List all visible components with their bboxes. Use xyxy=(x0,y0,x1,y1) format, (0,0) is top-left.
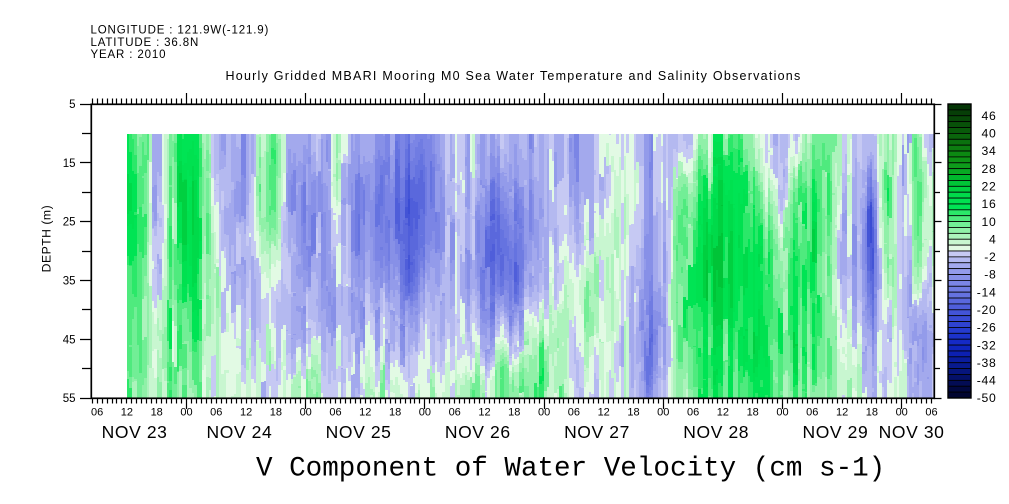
svg-text:18: 18 xyxy=(270,407,282,419)
svg-text:-8: -8 xyxy=(984,268,996,282)
svg-text:15: 15 xyxy=(63,158,76,170)
svg-text:22: 22 xyxy=(982,180,997,194)
svg-text:DEPTH (m): DEPTH (m) xyxy=(40,205,54,272)
svg-text:25: 25 xyxy=(63,217,76,229)
svg-text:12: 12 xyxy=(478,407,490,419)
svg-text:LATITUDE : 36.8N: LATITUDE : 36.8N xyxy=(91,37,200,49)
svg-text:NOV 28: NOV 28 xyxy=(683,422,749,442)
svg-text:28: 28 xyxy=(982,162,997,176)
svg-text:18: 18 xyxy=(747,407,759,419)
svg-text:18: 18 xyxy=(151,407,163,419)
svg-text:NOV 25: NOV 25 xyxy=(326,422,392,442)
svg-text:V Component of Water Velocity: V Component of Water Velocity (cm s-1) xyxy=(256,453,885,484)
svg-text:-44: -44 xyxy=(977,374,997,388)
svg-text:55: 55 xyxy=(63,393,76,405)
svg-text:-20: -20 xyxy=(977,303,997,317)
svg-text:00: 00 xyxy=(419,407,431,419)
svg-text:NOV 29: NOV 29 xyxy=(802,422,868,442)
svg-text:06: 06 xyxy=(568,407,580,419)
svg-text:-14: -14 xyxy=(977,285,997,299)
svg-text:5: 5 xyxy=(69,99,75,111)
svg-text:4: 4 xyxy=(989,232,996,246)
svg-text:06: 06 xyxy=(687,407,699,419)
svg-text:12: 12 xyxy=(240,407,252,419)
svg-text:NOV 24: NOV 24 xyxy=(206,422,272,442)
svg-text:12: 12 xyxy=(598,407,610,419)
svg-text:18: 18 xyxy=(508,407,520,419)
svg-text:06: 06 xyxy=(329,407,341,419)
svg-text:06: 06 xyxy=(806,407,818,419)
svg-text:06: 06 xyxy=(449,407,461,419)
svg-text:12: 12 xyxy=(359,407,371,419)
svg-text:12: 12 xyxy=(121,407,133,419)
svg-text:12: 12 xyxy=(717,407,729,419)
svg-text:NOV 27: NOV 27 xyxy=(564,422,630,442)
svg-text:40: 40 xyxy=(982,127,997,141)
svg-text:00: 00 xyxy=(300,407,312,419)
svg-text:18: 18 xyxy=(866,407,878,419)
svg-text:LONGITUDE : 121.9W(-121.9): LONGITUDE : 121.9W(-121.9) xyxy=(91,25,270,37)
svg-text:NOV 23: NOV 23 xyxy=(102,422,168,442)
svg-text:NOV 30: NOV 30 xyxy=(879,422,945,442)
svg-text:Hourly Gridded MBARI Mooring M: Hourly Gridded MBARI Mooring M0 Sea Wate… xyxy=(225,69,801,83)
svg-text:12: 12 xyxy=(836,407,848,419)
svg-text:00: 00 xyxy=(180,407,192,419)
svg-text:18: 18 xyxy=(627,407,639,419)
svg-text:00: 00 xyxy=(776,407,788,419)
svg-text:45: 45 xyxy=(63,334,76,346)
svg-text:18: 18 xyxy=(389,407,401,419)
svg-text:-38: -38 xyxy=(977,356,997,370)
svg-text:10: 10 xyxy=(982,215,997,229)
svg-text:YEAR : 2010: YEAR : 2010 xyxy=(91,49,167,61)
svg-text:06: 06 xyxy=(210,407,222,419)
svg-text:00: 00 xyxy=(896,407,908,419)
svg-text:-50: -50 xyxy=(977,391,997,405)
svg-text:00: 00 xyxy=(538,407,550,419)
svg-text:46: 46 xyxy=(982,109,997,123)
svg-text:06: 06 xyxy=(925,407,937,419)
svg-text:-2: -2 xyxy=(984,250,996,264)
svg-text:34: 34 xyxy=(982,144,997,158)
svg-text:NOV 26: NOV 26 xyxy=(445,422,511,442)
svg-text:-26: -26 xyxy=(977,321,997,335)
svg-text:06: 06 xyxy=(91,407,103,419)
svg-text:35: 35 xyxy=(63,276,76,288)
svg-text:00: 00 xyxy=(657,407,669,419)
svg-text:-32: -32 xyxy=(977,338,997,352)
svg-text:16: 16 xyxy=(982,197,997,211)
